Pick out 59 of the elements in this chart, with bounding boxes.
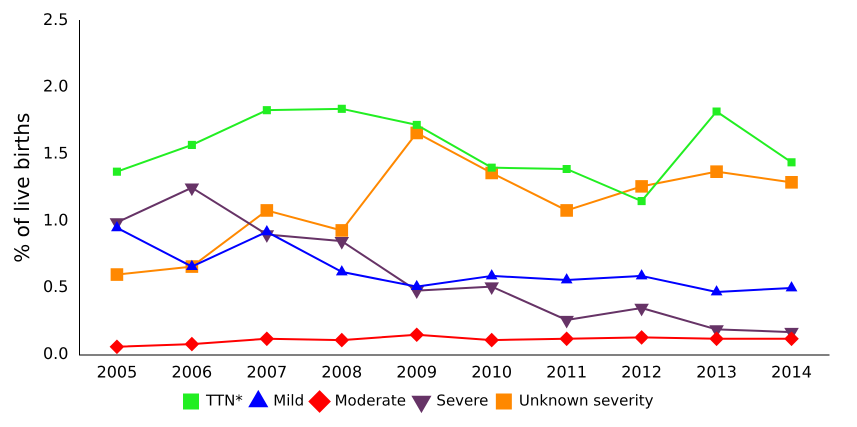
x-tick-label: 2006	[172, 362, 212, 382]
x-tick-label: 2007	[246, 362, 288, 382]
y-axis-title: % of live births	[10, 112, 34, 263]
x-tick-label: 2013	[696, 362, 737, 382]
legend-label: Moderate	[334, 391, 406, 410]
point	[110, 340, 124, 354]
point	[261, 226, 272, 236]
point	[635, 180, 648, 193]
legend-label: Unknown severity	[518, 391, 654, 410]
point	[262, 106, 271, 114]
point	[712, 107, 721, 116]
y-tick-label: 1.0	[42, 210, 68, 230]
point	[260, 204, 274, 217]
point	[560, 204, 573, 217]
point	[110, 268, 124, 281]
x-tick-label: 2012	[621, 362, 662, 382]
point	[486, 270, 498, 280]
point	[638, 197, 646, 206]
point	[784, 332, 799, 346]
y-tick-label: 0.0	[42, 344, 68, 363]
x-tick-label: 2005	[96, 362, 138, 382]
point	[488, 164, 496, 172]
point	[560, 332, 574, 346]
point	[112, 168, 121, 176]
point	[335, 224, 348, 237]
y-tick-label: 2.0	[42, 76, 68, 96]
x-tick-label: 2010	[471, 362, 512, 382]
point	[336, 266, 348, 276]
point	[184, 337, 199, 352]
point	[636, 270, 648, 280]
point	[410, 328, 424, 342]
point	[787, 158, 796, 166]
point	[412, 120, 421, 129]
point	[111, 222, 122, 232]
point	[561, 274, 572, 284]
point	[562, 164, 571, 174]
point	[411, 280, 422, 290]
y-tick-label: 0.5	[42, 277, 68, 296]
point	[711, 286, 722, 296]
point	[260, 332, 274, 346]
x-tick-label: 2011	[546, 362, 588, 382]
point	[186, 260, 198, 270]
legend-label: Mild	[273, 391, 304, 410]
x-tick-label: 2009	[396, 362, 438, 382]
legend-label: TTN*	[205, 391, 244, 410]
point	[334, 332, 349, 348]
point	[634, 330, 649, 345]
point	[484, 332, 499, 348]
legend-label: Severe	[436, 391, 488, 410]
point	[338, 104, 346, 113]
x-tick-label: 2008	[321, 362, 362, 382]
y-tick-label: 1.5	[42, 143, 68, 162]
x-tick-label: 2014	[771, 362, 812, 382]
point	[709, 332, 724, 346]
point	[786, 282, 798, 292]
point	[188, 140, 196, 149]
point	[710, 165, 723, 178]
y-tick-label: 2.5	[42, 10, 68, 29]
point	[785, 176, 798, 189]
